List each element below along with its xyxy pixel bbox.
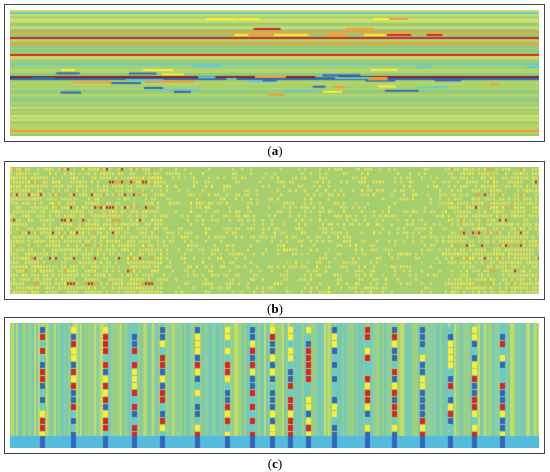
caption-c: (c) (267, 456, 283, 471)
heatmap-panel-a (4, 4, 545, 142)
heatmap-a (10, 10, 539, 136)
caption-b: (b) (267, 301, 283, 316)
heatmap-panel-c (4, 317, 545, 454)
caption-a: (a) (267, 143, 283, 158)
heatmap-panel-b (4, 161, 545, 300)
heatmap-c (10, 323, 539, 448)
heatmap-b (10, 167, 539, 294)
